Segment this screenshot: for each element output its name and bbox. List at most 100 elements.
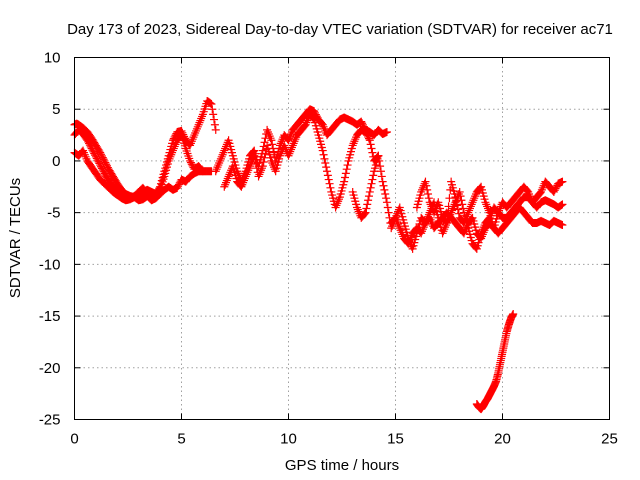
data-point [366,183,375,192]
data-point [442,218,451,227]
data-point [340,173,349,182]
data-point [86,142,95,151]
data-point [445,194,454,203]
data-point [357,117,366,126]
data-point [362,129,371,138]
series-trace-d [211,105,391,186]
data-point [442,217,451,226]
data-point [206,99,215,108]
data-point [98,166,107,175]
data-point [558,221,567,230]
data-point [325,179,334,188]
data-point [93,156,102,165]
data-point [187,160,196,169]
x-axis-label: GPS time / hours [285,457,399,474]
data-point [267,136,276,145]
data-point [99,155,108,164]
data-point [341,169,350,178]
series-trace-h [412,177,567,233]
data-point [366,140,375,149]
data-point [340,177,349,186]
grid [74,57,610,420]
data-point [100,156,109,165]
data-point [85,141,94,150]
data-point [96,161,105,170]
series-trace-i [472,310,518,414]
data-point [381,190,390,199]
data-point [459,204,468,213]
x-tick-label: 0 [70,431,78,448]
data-point [368,175,377,184]
series-trace-c [70,146,207,205]
data-point [364,134,373,143]
data-point [251,155,260,164]
data-point [318,146,327,155]
data-point [211,125,220,134]
data-point [186,156,195,165]
data-point [384,208,393,217]
data-point [558,200,567,209]
data-point [258,162,267,171]
data-point [382,127,391,136]
data-point [363,200,372,209]
data-point [186,158,195,167]
data-point [85,139,94,148]
data-point [342,165,351,174]
data-point [374,151,383,160]
y-tick-label: 10 [44,50,61,67]
data-point [550,186,559,195]
data-point [88,146,97,155]
y-tick-label: 0 [52,153,60,170]
data-point [443,210,452,219]
data-point [364,196,373,205]
data-point [92,154,101,163]
x-tick-label: 5 [177,431,185,448]
data-point [102,160,111,169]
data-point [444,202,453,211]
data-point [103,161,112,170]
y-axis-label: SDTVAR / TECUs [7,178,24,298]
data-point [456,192,465,201]
x-tick-label: 25 [601,431,618,448]
y-tick-label: -5 [47,205,60,222]
data-point [377,172,386,181]
data-point [358,119,367,128]
data-point [453,201,462,210]
data-point [457,196,466,205]
data-point [382,194,391,203]
data-point [91,152,100,161]
data-point [210,120,219,129]
data-point [205,98,214,107]
data-point [454,209,463,218]
y-tick-label: -20 [39,360,61,377]
y-tick-label: 5 [52,101,60,118]
data-point [383,203,392,212]
y-tick-label: -10 [39,256,61,273]
data-point [323,171,332,180]
data-point [361,208,370,217]
data-point [309,114,318,123]
data-point [321,158,330,167]
data-point [173,183,182,192]
y-tick-label: -15 [39,308,61,325]
plot-frame [74,57,610,420]
x-tick-label: 20 [494,431,511,448]
data-point [453,205,462,214]
data-point [97,164,106,173]
data-point [557,200,566,209]
data-point [95,159,104,168]
data-point [455,187,464,196]
data-point [96,148,105,157]
data-point [367,144,376,153]
data-point [361,127,370,136]
data-point [360,209,369,218]
data-point [311,108,320,117]
data-point [558,177,567,186]
data-point [378,177,387,186]
data-point [97,151,106,160]
data-point [380,185,389,194]
data-point [207,100,216,109]
data-point [376,162,385,171]
data-point [323,167,332,176]
